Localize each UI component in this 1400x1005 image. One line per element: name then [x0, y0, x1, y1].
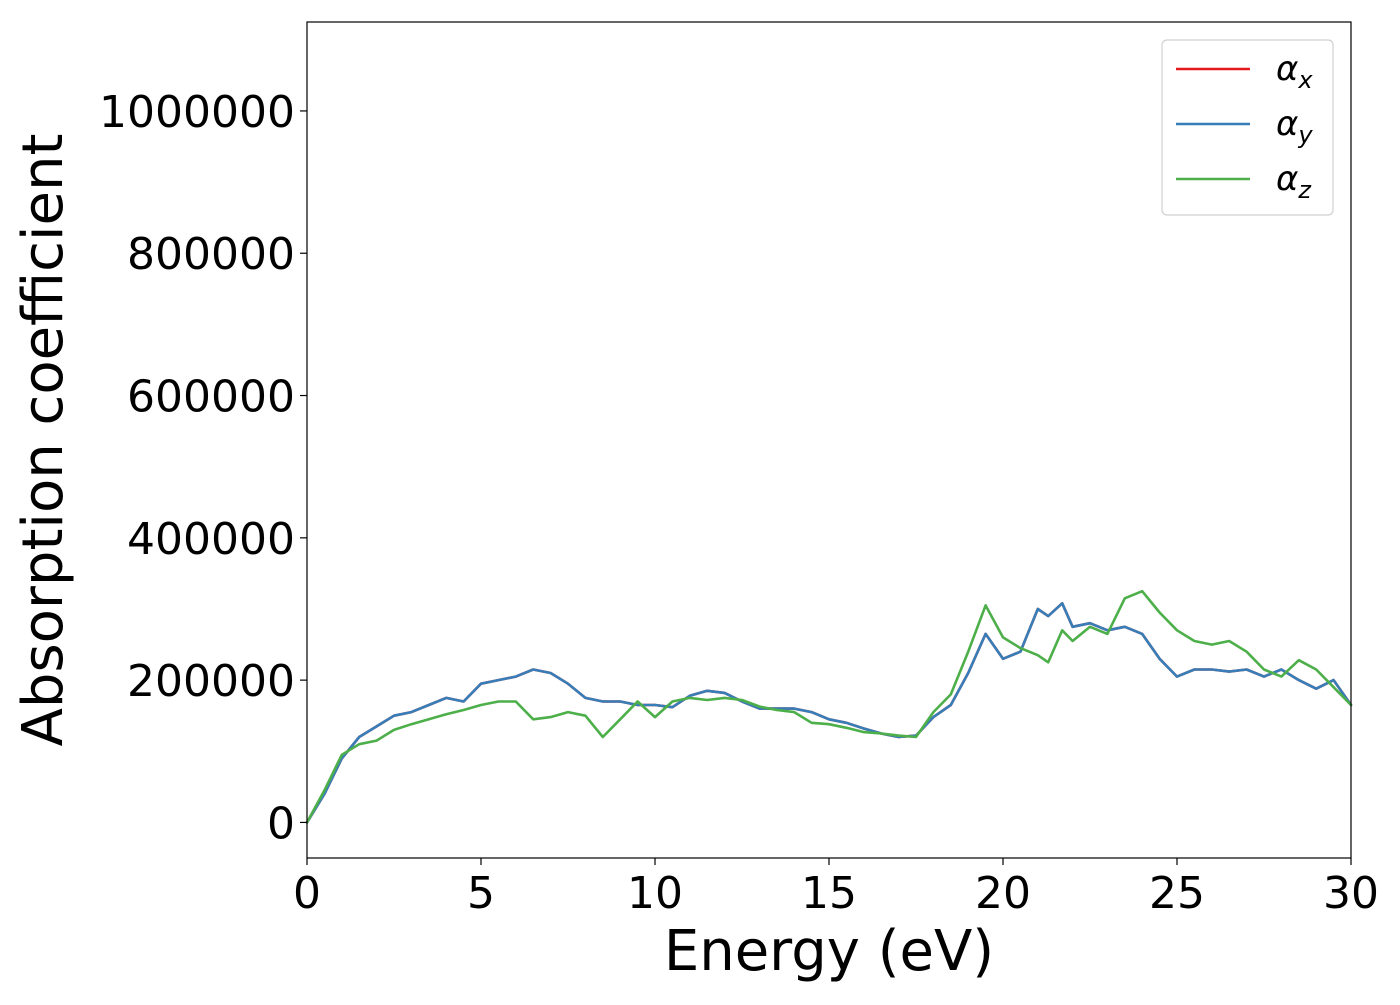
y-tick-label: 400000 [127, 514, 295, 565]
y-axis-label: Absorption coefficient [11, 134, 76, 747]
legend-label-z: αz [1276, 159, 1312, 204]
x-axis-label: Energy (eV) [664, 919, 994, 984]
x-tick-label: 5 [467, 868, 495, 919]
y-tick-label: 1000000 [99, 87, 295, 138]
legend-label-y: αy [1276, 104, 1313, 149]
x-tick-label: 25 [1149, 868, 1205, 919]
x-tick-label: 10 [627, 868, 683, 919]
y-tick-label: 200000 [127, 656, 295, 707]
y-tick-label: 600000 [127, 372, 295, 423]
y-tick-label: 0 [267, 798, 295, 849]
x-tick-label: 30 [1323, 868, 1379, 919]
series-layer [305, 589, 1353, 824]
y-tick-label: 800000 [127, 229, 295, 280]
series-line-y [305, 601, 1353, 824]
legend-label-x: αx [1276, 49, 1313, 94]
series-line-z [305, 589, 1353, 824]
x-tick-label: 20 [975, 868, 1031, 919]
x-tick-label: 15 [801, 868, 857, 919]
legend-box [1161, 39, 1334, 216]
x-tick-label: 0 [293, 868, 321, 919]
legend: αx αy αz [1161, 39, 1334, 216]
ticks-layer: 0 5 10 15 20 25 30 0 200000 400000 600000 800000 100… [99, 87, 1379, 919]
